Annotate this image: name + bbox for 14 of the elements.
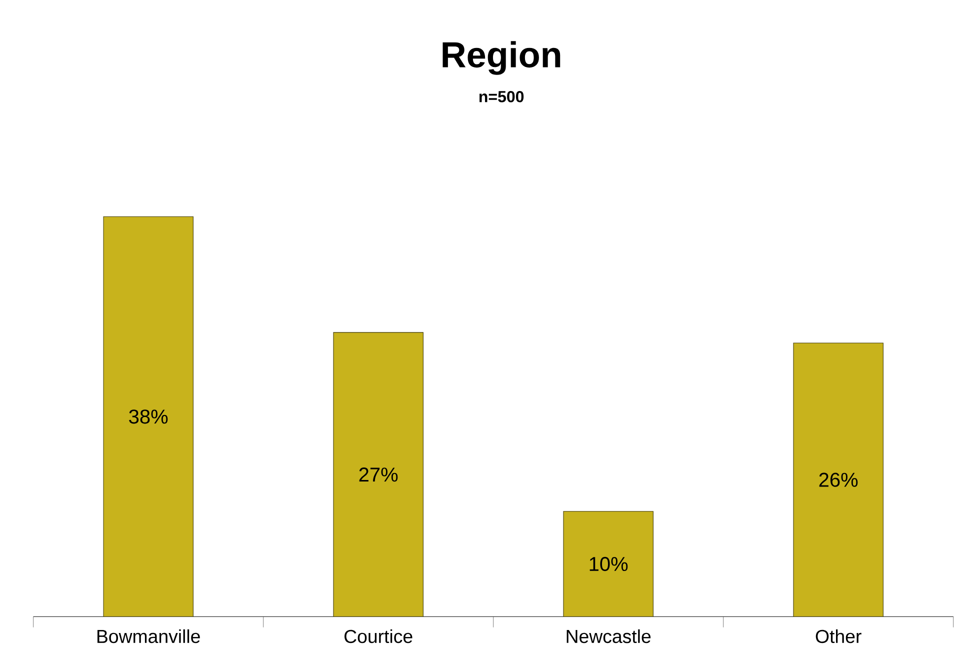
x-tick-label: Other xyxy=(816,629,862,644)
chart-subtitle: n=500 xyxy=(479,90,524,102)
data-label: 26% xyxy=(819,472,858,487)
bar xyxy=(563,511,654,617)
data-label: 38% xyxy=(129,410,168,424)
bar xyxy=(103,216,194,617)
bar xyxy=(793,342,884,617)
x-tick-label: Bowmanville xyxy=(97,629,200,644)
chart-title: Region xyxy=(442,41,560,75)
x-tick-label: Courtice xyxy=(344,629,412,644)
data-label: 10% xyxy=(590,556,628,572)
bar xyxy=(333,332,424,617)
data-label: 27% xyxy=(359,468,398,482)
x-tick-label: Newcastle xyxy=(566,629,651,644)
